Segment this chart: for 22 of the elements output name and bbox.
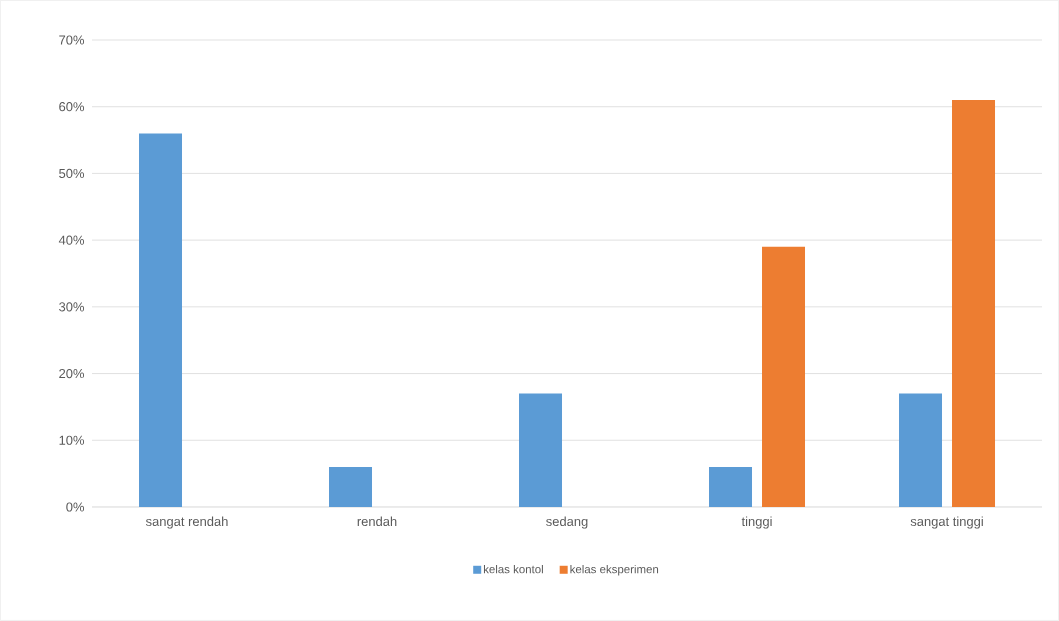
x-tick-label: sedang <box>546 516 588 529</box>
x-tick-label: sangat rendah <box>145 516 228 529</box>
y-tick-label: 60% <box>59 102 85 112</box>
y-tick-label: 40% <box>58 235 85 245</box>
bar <box>952 100 996 507</box>
y-tick-label: 10% <box>59 435 85 445</box>
y-tick-label: 20% <box>59 368 85 379</box>
y-tick-label: 50% <box>59 168 85 178</box>
bar <box>519 393 563 507</box>
x-tick-label: rendah <box>357 516 397 527</box>
bar <box>329 466 373 507</box>
y-tick-label: 0% <box>66 502 85 512</box>
bar <box>139 133 183 507</box>
bar <box>709 466 753 507</box>
legend-label: kelas kontol <box>483 564 543 574</box>
y-tick-label: 30% <box>59 302 85 312</box>
x-tick-label: sangat tinggi <box>910 516 983 529</box>
bar <box>899 393 943 507</box>
y-tick-label: 70% <box>59 35 85 45</box>
x-tick-label: tinggi <box>741 516 772 529</box>
legend-label: kelas eksperimen <box>570 564 659 576</box>
bar <box>762 246 806 507</box>
